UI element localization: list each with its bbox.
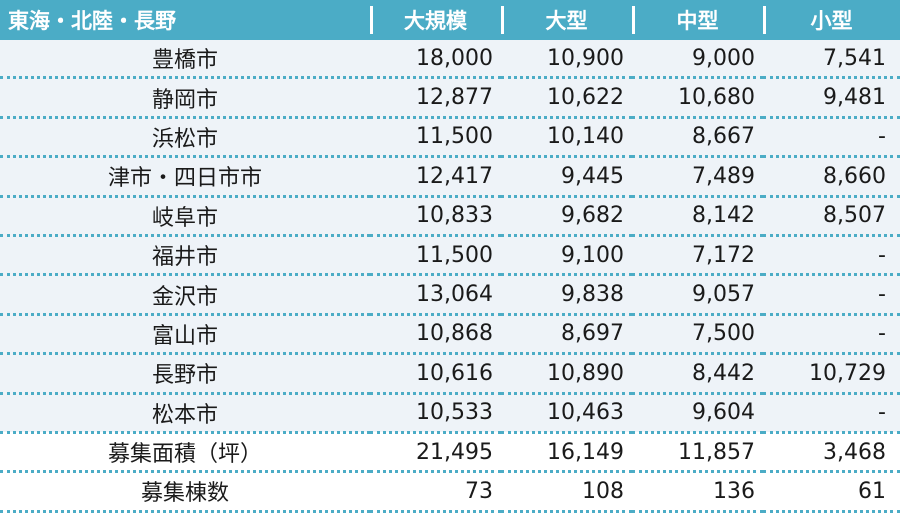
- cell-value: 9,057: [632, 274, 763, 316]
- summary-row-area: 募集面積（坪） 21,495 16,149 11,857 3,468: [0, 432, 900, 474]
- row-label: 豊橋市: [0, 40, 370, 80]
- cell-value: 10,463: [501, 393, 632, 434]
- cell-value: 9,604: [632, 393, 763, 434]
- cell-value: 108: [501, 471, 632, 513]
- cell-value: 12,417: [370, 156, 501, 198]
- table-row: 津市・四日市市 12,417 9,445 7,489 8,660: [0, 156, 900, 198]
- row-label: 津市・四日市市: [0, 156, 370, 198]
- cell-value: 10,868: [370, 314, 501, 356]
- cell-value: 10,533: [370, 393, 501, 434]
- cell-value: 10,833: [370, 196, 501, 237]
- cell-value: 8,660: [763, 156, 900, 198]
- cell-value: 61: [763, 471, 900, 513]
- cell-value: 9,445: [501, 156, 632, 198]
- cell-value: 8,507: [763, 196, 900, 237]
- cell-value: 8,667: [632, 117, 763, 159]
- row-label: 浜松市: [0, 117, 370, 159]
- cell-value: 9,682: [501, 196, 632, 237]
- row-label: 松本市: [0, 393, 370, 434]
- row-label: 富山市: [0, 314, 370, 356]
- header-col-medium: 中型: [632, 0, 763, 40]
- rent-table: 東海・北陸・長野 大規模 大型 中型 小型 豊橋市 18,000 10,900 …: [0, 0, 900, 513]
- cell-value: -: [763, 274, 900, 316]
- cell-value: 9,000: [632, 40, 763, 80]
- cell-value: -: [763, 235, 900, 277]
- cell-value: 136: [632, 471, 763, 513]
- summary-row-count: 募集棟数 73 108 136 61: [0, 471, 900, 513]
- cell-value: -: [763, 314, 900, 356]
- cell-value: -: [763, 117, 900, 159]
- row-label: 長野市: [0, 353, 370, 395]
- cell-value: 8,697: [501, 314, 632, 356]
- header-row: 東海・北陸・長野 大規模 大型 中型 小型: [0, 0, 900, 40]
- cell-value: 7,489: [632, 156, 763, 198]
- header-region: 東海・北陸・長野: [0, 0, 370, 40]
- table-row: 金沢市 13,064 9,838 9,057 -: [0, 274, 900, 316]
- cell-value: 3,468: [763, 432, 900, 474]
- row-label: 金沢市: [0, 274, 370, 316]
- cell-value: 7,541: [763, 40, 900, 80]
- cell-value: 12,877: [370, 77, 501, 119]
- cell-value: 13,064: [370, 274, 501, 316]
- table-row: 長野市 10,616 10,890 8,442 10,729: [0, 353, 900, 395]
- cell-value: 10,900: [501, 40, 632, 80]
- table-row: 福井市 11,500 9,100 7,172 -: [0, 235, 900, 277]
- cell-value: 16,149: [501, 432, 632, 474]
- cell-value: 10,729: [763, 353, 900, 395]
- cell-value: 10,622: [501, 77, 632, 119]
- header-col-large-scale: 大規模: [370, 0, 501, 40]
- cell-value: 11,500: [370, 117, 501, 159]
- header-col-small: 小型: [763, 0, 900, 40]
- cell-value: 7,500: [632, 314, 763, 356]
- row-label: 募集棟数: [0, 471, 370, 513]
- row-label: 福井市: [0, 235, 370, 277]
- cell-value: 8,442: [632, 353, 763, 395]
- cell-value: 7,172: [632, 235, 763, 277]
- cell-value: 10,140: [501, 117, 632, 159]
- cell-value: 9,100: [501, 235, 632, 277]
- cell-value: 8,142: [632, 196, 763, 237]
- cell-value: 10,616: [370, 353, 501, 395]
- cell-value: 21,495: [370, 432, 501, 474]
- cell-value: 10,680: [632, 77, 763, 119]
- row-label: 募集面積（坪）: [0, 432, 370, 474]
- table-row: 静岡市 12,877 10,622 10,680 9,481: [0, 77, 900, 119]
- table-row: 浜松市 11,500 10,140 8,667 -: [0, 117, 900, 159]
- row-label: 静岡市: [0, 77, 370, 119]
- cell-value: 73: [370, 471, 501, 513]
- cell-value: 9,481: [763, 77, 900, 119]
- cell-value: -: [763, 393, 900, 434]
- cell-value: 11,500: [370, 235, 501, 277]
- header-col-large: 大型: [501, 0, 632, 40]
- table-row: 松本市 10,533 10,463 9,604 -: [0, 393, 900, 434]
- cell-value: 11,857: [632, 432, 763, 474]
- cell-value: 10,890: [501, 353, 632, 395]
- table-row: 豊橋市 18,000 10,900 9,000 7,541: [0, 40, 900, 80]
- table-row: 岐阜市 10,833 9,682 8,142 8,507: [0, 196, 900, 237]
- row-label: 岐阜市: [0, 196, 370, 237]
- cell-value: 9,838: [501, 274, 632, 316]
- cell-value: 18,000: [370, 40, 501, 80]
- table-row: 富山市 10,868 8,697 7,500 -: [0, 314, 900, 356]
